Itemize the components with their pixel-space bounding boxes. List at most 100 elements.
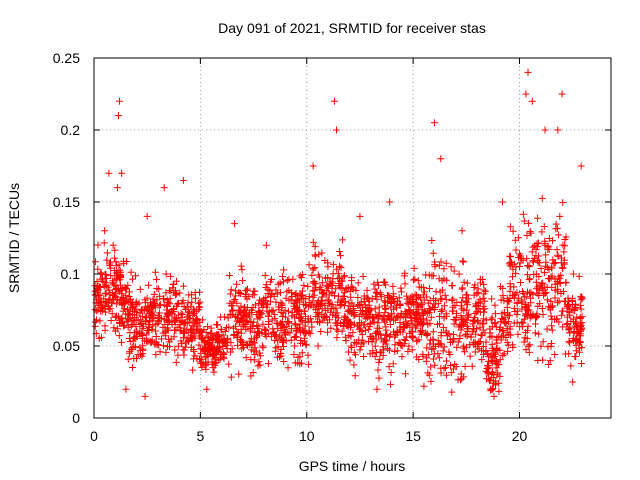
data-point [437, 258, 445, 266]
data-point [521, 312, 529, 320]
data-point [146, 303, 154, 311]
data-point [431, 361, 439, 369]
data-point [220, 349, 228, 357]
y-tick-label: 0.25 [53, 50, 80, 66]
data-point [252, 347, 260, 355]
data-point [103, 249, 111, 257]
data-point [559, 241, 567, 249]
data-point [209, 349, 217, 357]
data-point [545, 303, 553, 311]
data-point [145, 281, 153, 289]
data-point [198, 363, 206, 371]
data-point [336, 302, 344, 310]
data-point [490, 392, 498, 400]
data-point [203, 385, 211, 393]
data-point [537, 342, 545, 350]
data-point [315, 305, 323, 313]
data-point [210, 368, 218, 376]
data-point [478, 331, 486, 339]
data-point [546, 275, 554, 283]
data-point [96, 317, 104, 325]
data-point [195, 341, 203, 349]
data-point [199, 345, 207, 353]
data-point [171, 346, 179, 354]
data-point [194, 322, 202, 330]
data-point [271, 315, 279, 323]
data-point [152, 320, 160, 328]
data-point [457, 302, 465, 310]
data-point [426, 284, 434, 292]
data-point [179, 176, 187, 184]
x-tick-label: 5 [196, 428, 204, 444]
data-point [345, 318, 353, 326]
data-point [243, 341, 251, 349]
data-point [314, 342, 322, 350]
data-point [423, 316, 431, 324]
data-point [476, 275, 484, 283]
data-point [136, 285, 144, 293]
data-point [302, 340, 310, 348]
data-point [197, 360, 205, 368]
data-point [287, 296, 295, 304]
data-point [146, 316, 154, 324]
data-point [518, 318, 526, 326]
data-point [548, 264, 556, 272]
data-point [534, 258, 542, 266]
data-point [416, 294, 424, 302]
data-point [114, 112, 122, 120]
data-point [491, 310, 499, 318]
data-point [386, 380, 394, 388]
data-point [369, 314, 377, 322]
data-point [181, 319, 189, 327]
grid-lines [94, 58, 611, 418]
data-point [143, 294, 151, 302]
data-point [383, 337, 391, 345]
data-point [238, 266, 246, 274]
data-point [221, 328, 229, 336]
data-point [345, 331, 353, 339]
data-point [461, 348, 469, 356]
data-point [463, 325, 471, 333]
data-point [108, 279, 116, 287]
data-point [245, 313, 253, 321]
data-point [483, 364, 491, 372]
data-point [397, 340, 405, 348]
data-point [128, 299, 136, 307]
data-point [561, 242, 569, 250]
data-point [438, 306, 446, 314]
data-point [488, 340, 496, 348]
data-point [91, 306, 99, 314]
data-point [246, 324, 254, 332]
data-point [173, 302, 181, 310]
data-point [230, 331, 238, 339]
data-point [94, 265, 102, 273]
data-point [439, 323, 447, 331]
data-point [485, 357, 493, 365]
data-point [530, 271, 538, 279]
data-point [560, 297, 568, 305]
data-point [128, 344, 136, 352]
data-point [285, 319, 293, 327]
data-point [553, 224, 561, 232]
data-point [386, 294, 394, 302]
data-point [335, 279, 343, 287]
data-point [564, 302, 572, 310]
data-point [352, 351, 360, 359]
data-point [531, 320, 539, 328]
data-point [572, 347, 580, 355]
data-point [283, 276, 291, 284]
data-point [238, 345, 246, 353]
data-point [376, 348, 384, 356]
data-point [447, 263, 455, 271]
data-point [496, 356, 504, 364]
data-point [296, 353, 304, 361]
data-point [460, 317, 468, 325]
data-point [173, 290, 181, 298]
data-point [387, 298, 395, 306]
data-point [114, 325, 122, 333]
data-point [386, 198, 394, 206]
data-point [318, 279, 326, 287]
data-point [491, 319, 499, 327]
data-point [134, 351, 142, 359]
data-point [192, 315, 200, 323]
